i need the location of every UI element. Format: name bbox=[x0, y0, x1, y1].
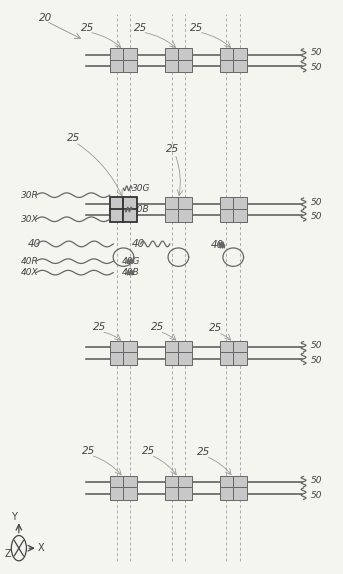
Bar bbox=[110, 476, 123, 488]
Bar bbox=[165, 476, 178, 488]
Bar bbox=[110, 60, 123, 72]
Bar bbox=[233, 209, 247, 222]
Text: 30X: 30X bbox=[21, 215, 38, 224]
Text: 50: 50 bbox=[310, 476, 322, 485]
Text: 50: 50 bbox=[310, 491, 322, 500]
Text: X: X bbox=[38, 543, 45, 553]
Text: 40G: 40G bbox=[122, 257, 140, 266]
Text: 50: 50 bbox=[310, 356, 322, 365]
Bar bbox=[233, 197, 247, 210]
Text: 40B: 40B bbox=[122, 268, 139, 277]
Bar bbox=[110, 341, 123, 354]
Bar bbox=[233, 476, 247, 488]
Bar bbox=[233, 487, 247, 500]
Bar bbox=[110, 487, 123, 500]
Text: 20: 20 bbox=[39, 13, 53, 24]
Bar bbox=[165, 209, 178, 222]
Text: 25: 25 bbox=[93, 322, 106, 332]
Bar bbox=[178, 487, 192, 500]
Bar bbox=[165, 48, 178, 61]
Text: 25: 25 bbox=[82, 445, 96, 456]
Bar bbox=[123, 197, 137, 210]
Text: 40R: 40R bbox=[21, 257, 38, 266]
Bar bbox=[220, 209, 233, 222]
Text: 50: 50 bbox=[310, 63, 322, 72]
Bar bbox=[220, 60, 233, 72]
Bar bbox=[220, 48, 233, 61]
Bar bbox=[165, 197, 178, 210]
Text: 40: 40 bbox=[211, 240, 224, 250]
Text: 30R: 30R bbox=[21, 191, 38, 200]
Bar bbox=[178, 197, 192, 210]
Text: 30B: 30B bbox=[132, 205, 150, 214]
Text: 25: 25 bbox=[209, 323, 223, 333]
Bar bbox=[123, 60, 137, 72]
Bar bbox=[165, 352, 178, 365]
Bar bbox=[110, 48, 123, 61]
Text: 50: 50 bbox=[310, 341, 322, 350]
Bar bbox=[123, 476, 137, 488]
Bar bbox=[165, 487, 178, 500]
Bar bbox=[220, 341, 233, 354]
Bar bbox=[165, 341, 178, 354]
Text: 25: 25 bbox=[151, 322, 164, 332]
Bar bbox=[220, 476, 233, 488]
Bar bbox=[123, 48, 137, 61]
Bar bbox=[233, 48, 247, 61]
Bar bbox=[178, 60, 192, 72]
Text: 25: 25 bbox=[142, 445, 156, 456]
Text: Z: Z bbox=[4, 549, 11, 560]
Text: 40: 40 bbox=[27, 239, 41, 249]
Bar bbox=[123, 487, 137, 500]
Text: 30G: 30G bbox=[132, 184, 151, 193]
Text: Y: Y bbox=[11, 511, 17, 522]
Text: 25: 25 bbox=[166, 144, 180, 154]
Text: 25: 25 bbox=[190, 22, 204, 33]
Text: 25: 25 bbox=[134, 22, 147, 33]
Bar bbox=[233, 60, 247, 72]
Text: 40: 40 bbox=[132, 239, 145, 249]
Bar bbox=[123, 209, 137, 222]
Bar bbox=[233, 341, 247, 354]
Bar bbox=[220, 487, 233, 500]
Text: 25: 25 bbox=[197, 447, 211, 457]
Bar bbox=[110, 197, 123, 210]
Bar bbox=[178, 209, 192, 222]
Bar bbox=[123, 341, 137, 354]
Text: 50: 50 bbox=[310, 212, 322, 222]
Text: 40X: 40X bbox=[21, 268, 38, 277]
Bar bbox=[233, 352, 247, 365]
Text: 25: 25 bbox=[81, 22, 94, 33]
Bar bbox=[178, 352, 192, 365]
Bar bbox=[110, 209, 123, 222]
Bar bbox=[220, 197, 233, 210]
Text: 25: 25 bbox=[67, 133, 80, 143]
Bar bbox=[165, 60, 178, 72]
Text: 50: 50 bbox=[310, 48, 322, 57]
Bar bbox=[178, 476, 192, 488]
Bar bbox=[178, 48, 192, 61]
Bar bbox=[178, 341, 192, 354]
Bar bbox=[110, 352, 123, 365]
Bar bbox=[123, 352, 137, 365]
Text: 50: 50 bbox=[310, 197, 322, 207]
Bar bbox=[220, 352, 233, 365]
